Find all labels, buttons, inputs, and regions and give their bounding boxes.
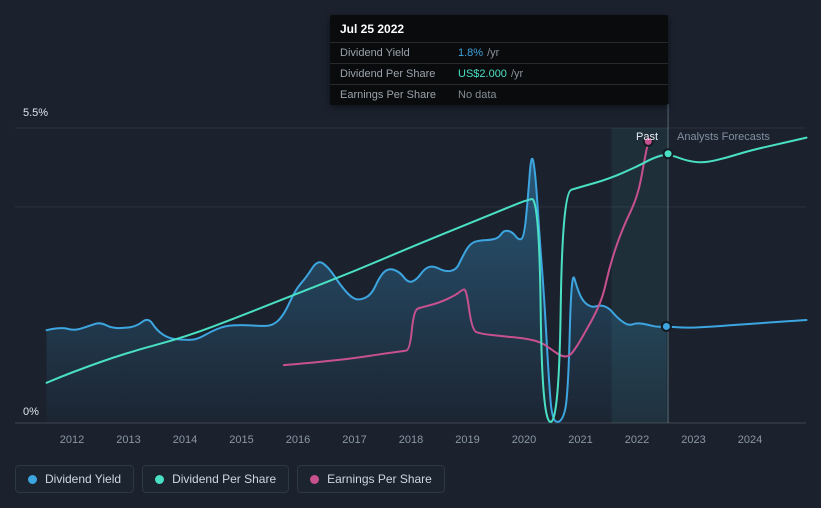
tooltip-label: Earnings Per Share	[340, 89, 436, 101]
legend-item-earnings-per-share[interactable]: Earnings Per Share	[297, 465, 445, 493]
x-tick-label: 2024	[738, 434, 762, 446]
legend-dot-dividend-yield	[28, 474, 37, 484]
tooltip-value: No data	[458, 89, 658, 101]
dividend-yield-marker[interactable]	[660, 320, 672, 332]
legend-dot-earnings-per-share	[310, 474, 320, 484]
y-axis-label-min: 0%	[23, 406, 39, 418]
legend-dot-dividend-per-share	[155, 474, 165, 484]
analysts-forecasts-label: Analysts Forecasts	[677, 131, 770, 143]
x-tick-label: 2014	[173, 434, 197, 446]
tooltip-value: 1.8%/yr	[458, 47, 658, 59]
tooltip-label: Dividend Yield	[340, 47, 410, 59]
tooltip-row-dividend-per-share: Dividend Per Share US$2.000/yr	[330, 63, 668, 84]
x-tick-label: 2023	[681, 434, 705, 446]
tooltip-value-number: US$2.000	[458, 68, 507, 80]
x-tick-label: 2019	[455, 434, 479, 446]
tooltip-value-suffix: /yr	[487, 47, 500, 59]
tooltip-value-number: 1.8%	[458, 47, 484, 59]
tooltip-row-earnings-per-share: Earnings Per Share No data	[330, 84, 668, 105]
tooltip-row-dividend-yield: Dividend Yield 1.8%/yr	[330, 42, 668, 63]
y-axis-label-max: 5.5%	[23, 107, 49, 119]
x-tick-label: 2012	[60, 434, 84, 446]
dividend-yield-area	[46, 158, 667, 423]
x-tick-label: 2013	[116, 434, 140, 446]
x-tick-label: 2018	[399, 434, 423, 446]
earnings-per-share-marker[interactable]	[642, 135, 654, 147]
chart-tooltip: Jul 25 2022 Dividend Yield 1.8%/yr Divid…	[330, 15, 668, 105]
tooltip-label: Dividend Per Share	[340, 68, 436, 80]
x-tick-label: 2021	[568, 434, 592, 446]
past-label: Past	[635, 131, 658, 143]
tooltip-value-suffix: /yr	[510, 68, 524, 80]
earnings-per-share-line	[282, 140, 650, 367]
legend-label: Dividend Per Share	[172, 472, 277, 486]
legend-label: Dividend Yield	[45, 472, 122, 486]
legend-item-dividend-per-share[interactable]: Dividend Per Share	[142, 465, 290, 493]
dividend-yield-line	[45, 157, 808, 423]
dividend-per-share-line	[45, 136, 808, 423]
tooltip-value-number: No data	[458, 89, 497, 101]
legend-item-dividend-yield[interactable]: Dividend Yield	[15, 465, 135, 493]
x-tick-label: 2016	[286, 434, 310, 446]
chart-legend: Dividend Yield Dividend Per Share Earnin…	[15, 465, 445, 493]
x-tick-label: 2022	[625, 434, 649, 446]
tooltip-date: Jul 25 2022	[340, 22, 405, 36]
x-tick-label: 2020	[512, 434, 536, 446]
x-tick-label: 2015	[229, 434, 253, 446]
dividend-per-share-marker[interactable]	[662, 148, 674, 160]
x-tick-label: 2017	[342, 434, 366, 446]
tooltip-value: US$2.000/yr	[458, 68, 658, 80]
legend-label: Earnings Per Share	[327, 472, 432, 486]
